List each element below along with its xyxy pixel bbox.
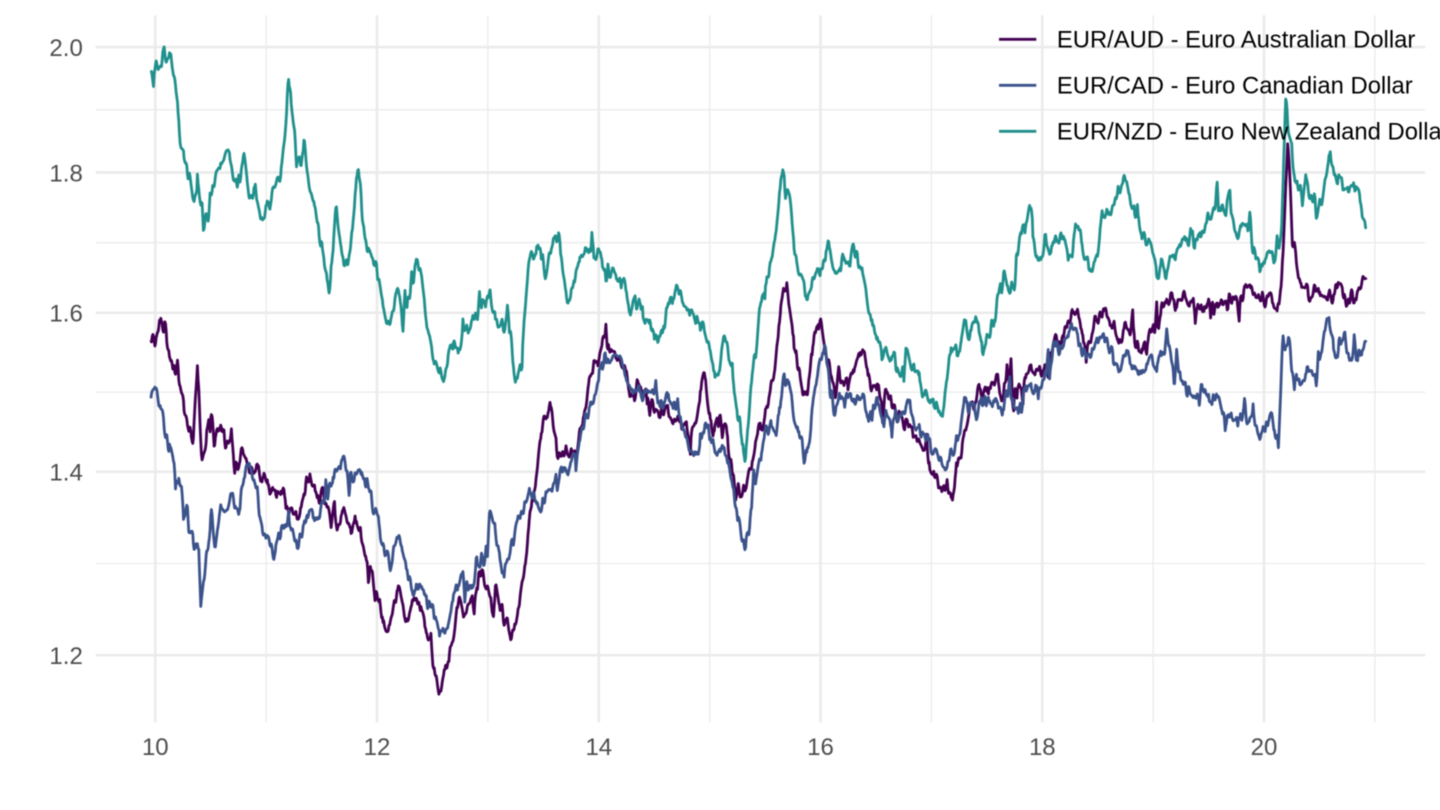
svg-text:14: 14	[585, 734, 612, 761]
svg-text:16: 16	[807, 734, 834, 761]
svg-text:10: 10	[142, 734, 169, 761]
svg-text:20: 20	[1251, 734, 1278, 761]
svg-text:12: 12	[364, 734, 391, 761]
svg-text:1.2: 1.2	[49, 643, 82, 670]
svg-text:1.8: 1.8	[49, 160, 82, 187]
svg-text:EUR/AUD - Euro Australian Doll: EUR/AUD - Euro Australian Dollar	[1057, 27, 1415, 54]
svg-text:1.6: 1.6	[49, 301, 82, 328]
svg-text:EUR/NZD - Euro New Zealand Dol: EUR/NZD - Euro New Zealand Dollar	[1057, 119, 1440, 146]
svg-text:2.0: 2.0	[49, 35, 82, 62]
svg-text:18: 18	[1029, 734, 1056, 761]
svg-text:1.4: 1.4	[49, 460, 82, 487]
svg-text:EUR/CAD - Euro Canadian Dollar: EUR/CAD - Euro Canadian Dollar	[1057, 73, 1413, 100]
